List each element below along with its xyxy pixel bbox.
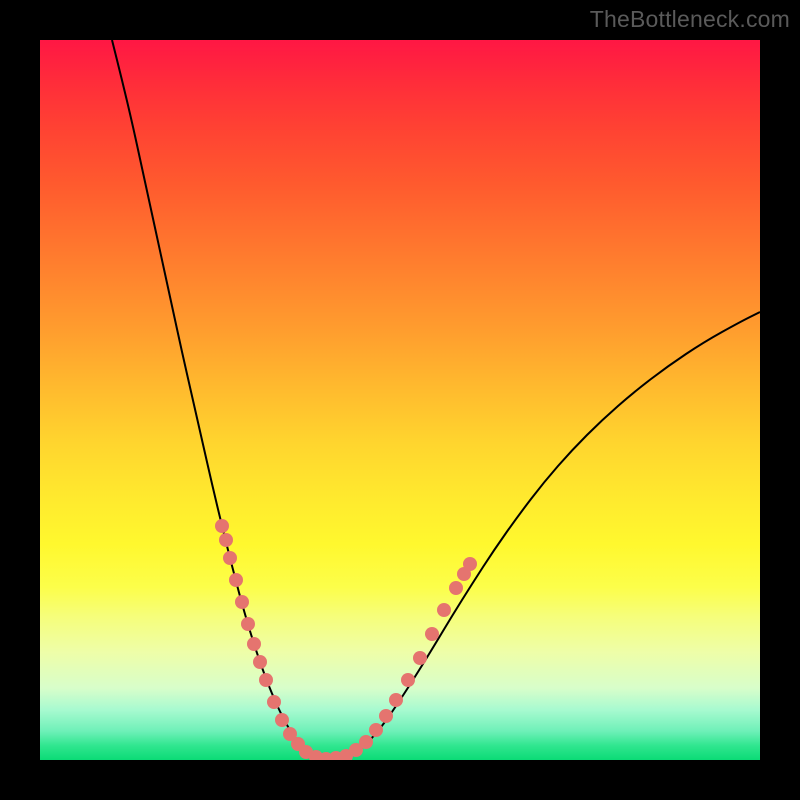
data-dot (463, 557, 477, 571)
data-dot (235, 595, 249, 609)
data-dot (449, 581, 463, 595)
data-dot (241, 617, 255, 631)
data-dot (437, 603, 451, 617)
data-dot (275, 713, 289, 727)
data-dot (413, 651, 427, 665)
data-dot (223, 551, 237, 565)
data-dot (369, 723, 383, 737)
watermark-text: TheBottleneck.com (590, 6, 790, 33)
data-dot (425, 627, 439, 641)
chart-plot-area (40, 40, 760, 760)
data-dot (247, 637, 261, 651)
data-dot (267, 695, 281, 709)
data-dot (253, 655, 267, 669)
data-dot (259, 673, 273, 687)
data-dot (229, 573, 243, 587)
data-dot (359, 735, 373, 749)
data-dot (389, 693, 403, 707)
data-dot (401, 673, 415, 687)
v-curve-path (112, 40, 760, 759)
data-dot (219, 533, 233, 547)
curve-layer (40, 40, 760, 760)
data-dot (215, 519, 229, 533)
data-dot (379, 709, 393, 723)
